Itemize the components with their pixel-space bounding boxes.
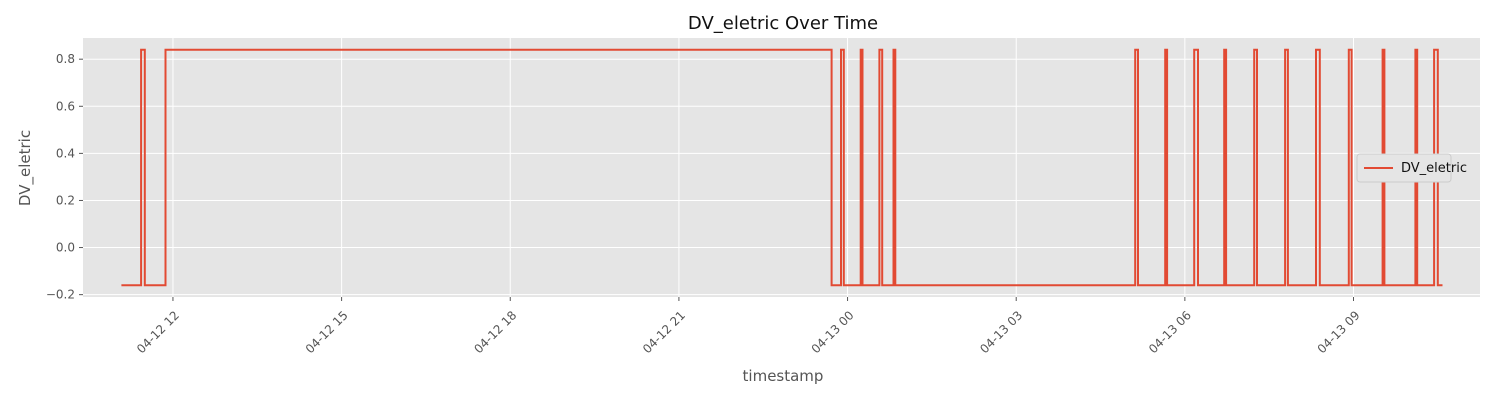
x-tick-label: 04-12 18 bbox=[471, 308, 519, 356]
legend: DV_eletric bbox=[1356, 153, 1467, 183]
grid-lines bbox=[83, 38, 1480, 297]
y-tick-label: 0.2 bbox=[56, 193, 75, 207]
x-axis-label: timestamp bbox=[743, 367, 824, 385]
x-tick-label: 04-13 03 bbox=[977, 308, 1025, 356]
y-tick-label: 0.6 bbox=[56, 99, 75, 113]
legend-box bbox=[1356, 153, 1452, 183]
x-tick-label: 04-13 00 bbox=[809, 308, 857, 356]
y-tick-label: 0.4 bbox=[56, 146, 75, 160]
y-tick-label: 0.8 bbox=[56, 52, 75, 66]
legend-label: DV_eletric bbox=[1401, 161, 1467, 176]
chart-title: DV_eletric Over Time bbox=[688, 13, 878, 34]
y-tick-label: −0.2 bbox=[46, 288, 75, 302]
x-tick-label: 04-12 12 bbox=[134, 308, 182, 356]
y-axis: −0.2 0.0 0.2 0.4 0.6 0.8 bbox=[46, 52, 83, 302]
x-tick-label: 04-13 09 bbox=[1315, 308, 1363, 356]
x-tick-label: 04-12 15 bbox=[303, 308, 351, 356]
x-axis: 04-12 12 04-12 15 04-12 18 04-12 21 04-13 00… bbox=[134, 297, 1363, 356]
plot-background bbox=[83, 38, 1480, 297]
x-tick-label: 04-12 21 bbox=[640, 308, 688, 356]
y-axis-label: DV_eletric bbox=[16, 130, 35, 206]
y-tick-label: 0.0 bbox=[56, 241, 75, 255]
x-tick-label: 04-13 06 bbox=[1146, 308, 1194, 356]
